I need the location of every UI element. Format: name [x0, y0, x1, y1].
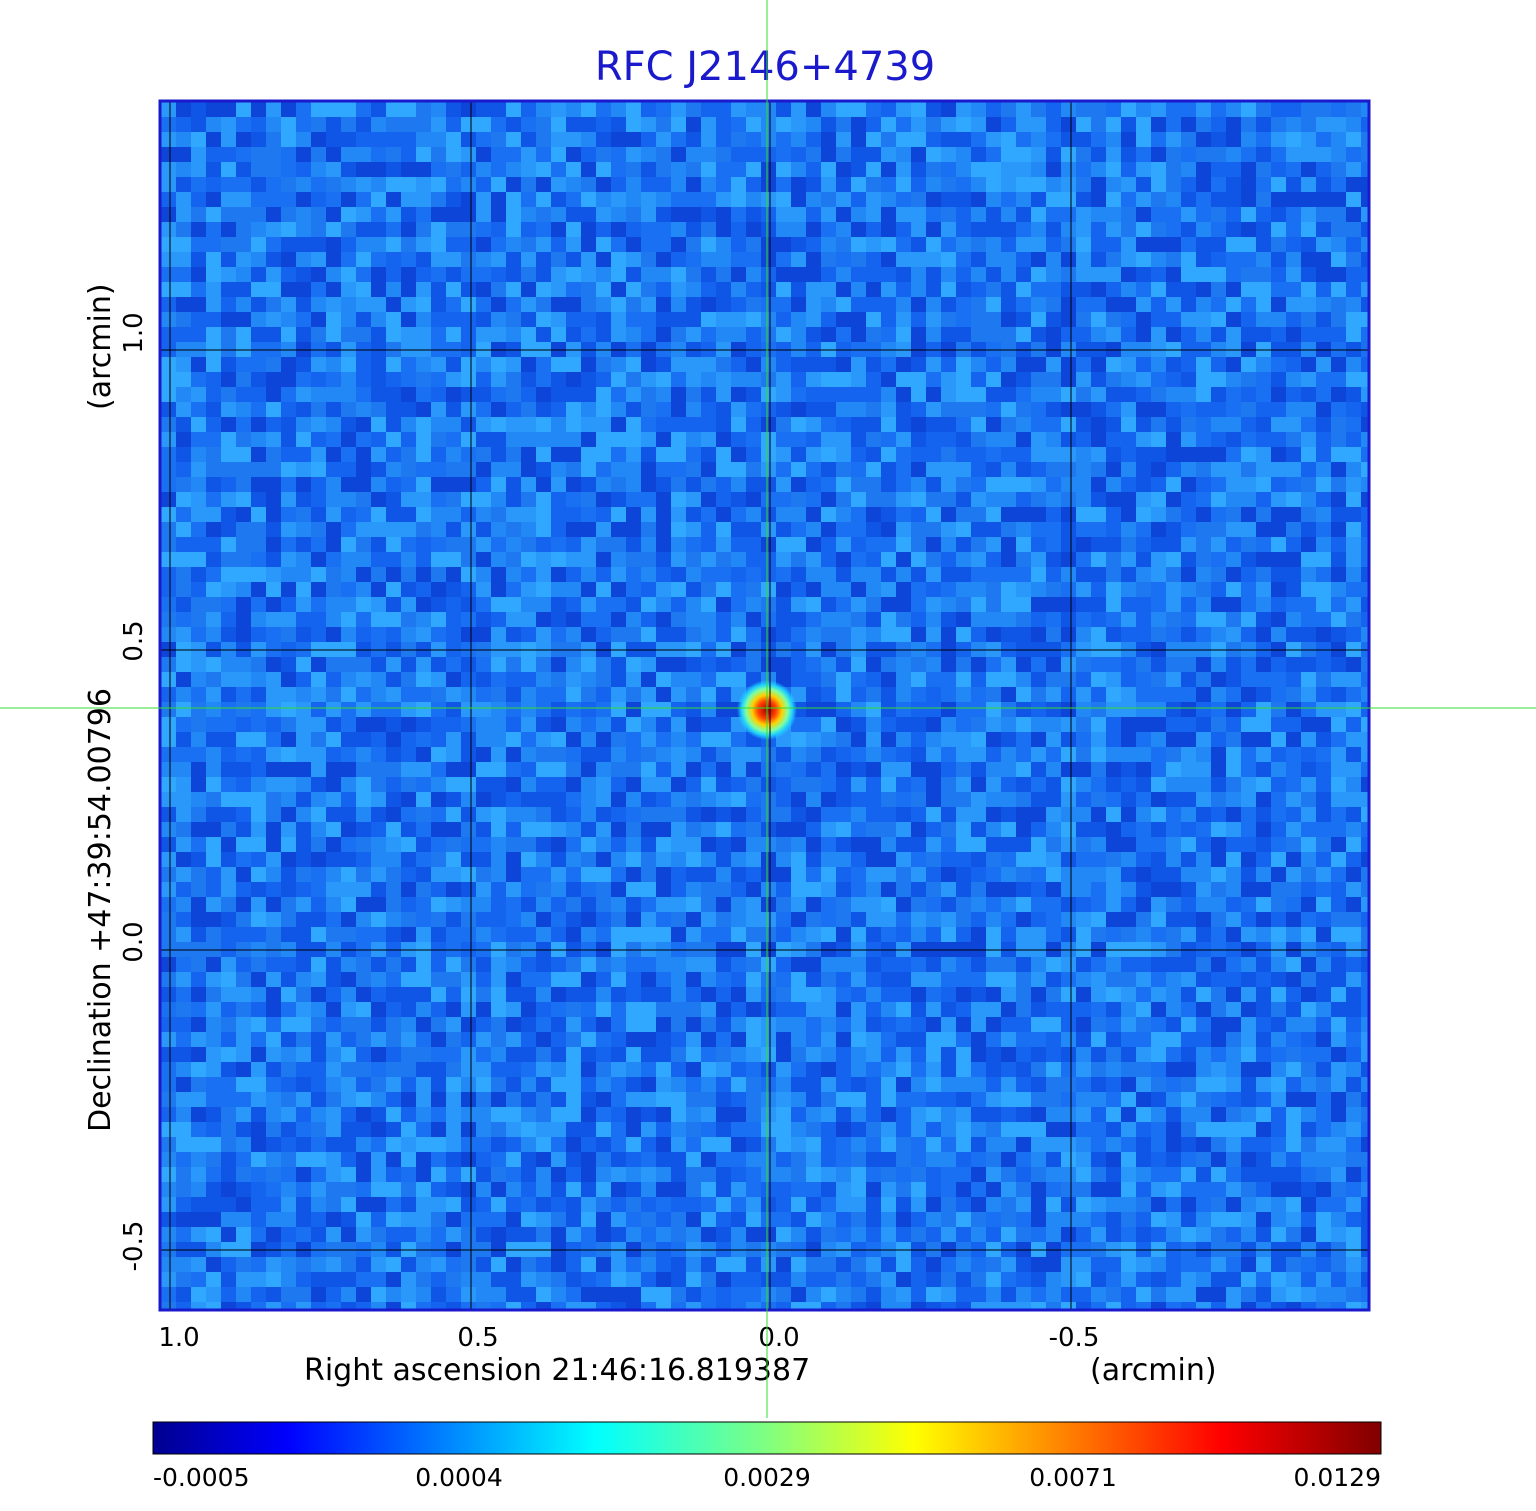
intensity-map — [161, 102, 1368, 1309]
x-tick-neg0.5: -0.5 — [1049, 1323, 1100, 1353]
y-tick-0.5: 0.5 — [119, 620, 149, 661]
y-axis-label: Declination +47:39:54.00796 — [83, 688, 118, 1132]
map-frame — [158, 99, 1371, 1312]
colorbar-gradient — [152, 1421, 1382, 1455]
x-tick-0.5: 0.5 — [457, 1323, 498, 1353]
x-axis-label: Right ascension 21:46:16.819387 — [304, 1353, 810, 1388]
colorbar-tick-0: -0.0005 — [153, 1463, 250, 1492]
y-tick-neg0.5: -0.5 — [119, 1221, 149, 1272]
y-tick-0.0: 0.0 — [119, 921, 149, 962]
colorbar-tick-1: 0.0004 — [415, 1463, 502, 1492]
x-axis: 1.0 0.5 0.0 -0.5 Right ascension 21:46:1… — [158, 1323, 1216, 1388]
y-tick-1.0: 1.0 — [119, 312, 149, 353]
colorbar-tick-4: 0.0129 — [1294, 1463, 1381, 1492]
coordinate-grid — [161, 102, 1368, 1309]
colorbar-tick-3: 0.0071 — [1029, 1463, 1116, 1492]
y-axis-unit: (arcmin) — [83, 283, 118, 410]
colorbar: -0.0005 0.0004 0.0029 0.0071 0.0129 — [152, 1421, 1382, 1492]
image-title: RFC J2146+4739 — [595, 44, 935, 90]
x-axis-unit: (arcmin) — [1090, 1353, 1217, 1388]
noise-pixels — [161, 102, 1368, 1309]
x-tick-1.0: 1.0 — [158, 1323, 199, 1353]
crosshair[interactable] — [0, 0, 1536, 1418]
x-tick-0.0: 0.0 — [758, 1323, 799, 1353]
y-axis: Declination +47:39:54.00796 (arcmin) 1.0… — [83, 283, 149, 1271]
colorbar-tick-2: 0.0029 — [723, 1463, 810, 1492]
